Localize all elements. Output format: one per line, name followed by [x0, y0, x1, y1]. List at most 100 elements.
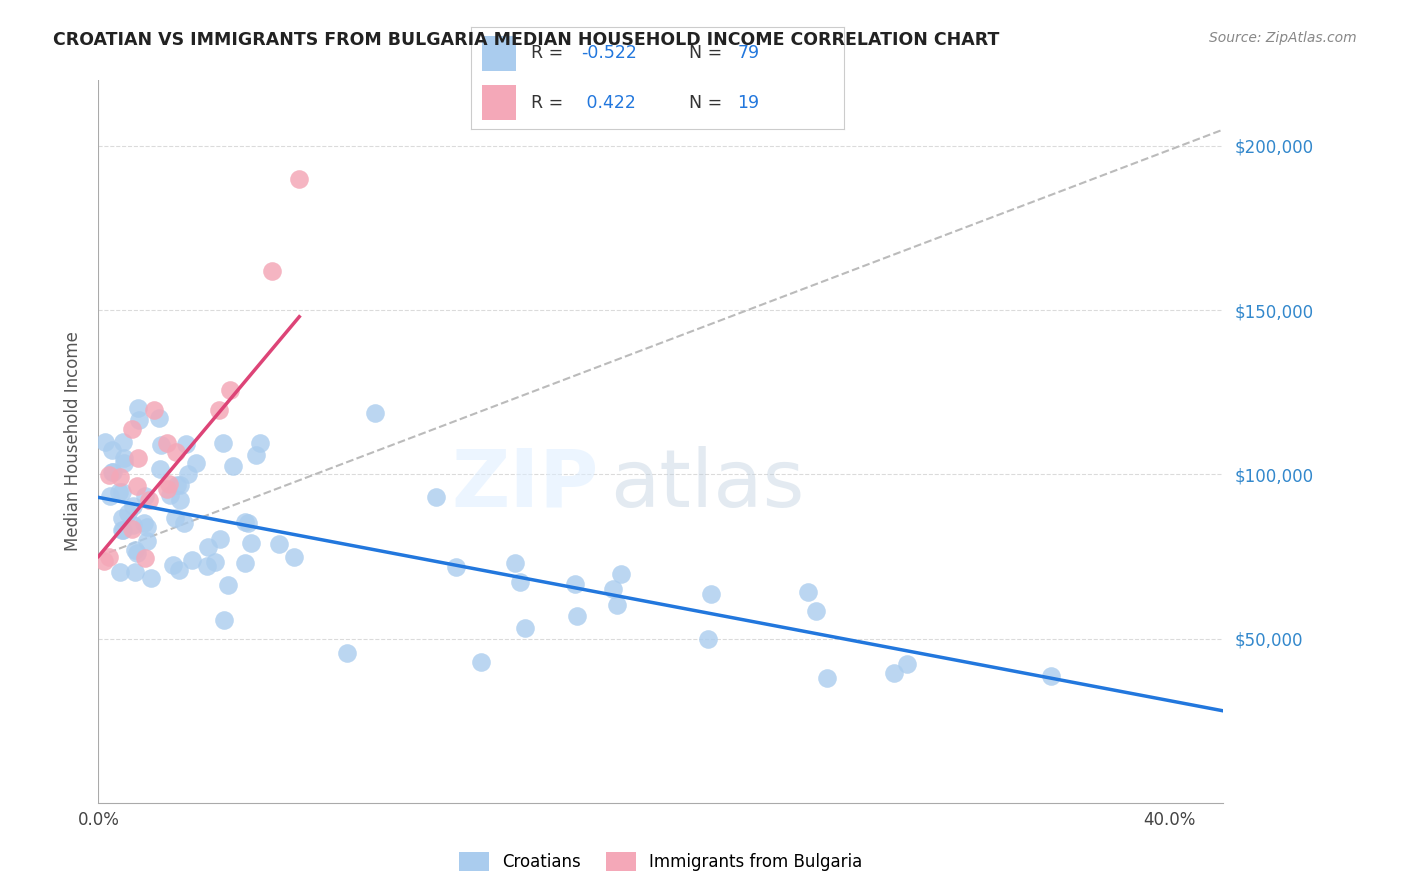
Point	[509, 574, 531, 589]
Point	[883, 666, 905, 681]
Point	[1040, 669, 1063, 683]
Point	[165, 445, 187, 459]
Point	[157, 477, 180, 491]
Point	[138, 492, 160, 507]
Point	[806, 603, 828, 617]
Point	[121, 522, 143, 536]
Point	[93, 554, 115, 568]
Point	[132, 516, 155, 530]
Point	[166, 478, 188, 492]
Point	[111, 523, 134, 537]
Point	[128, 413, 150, 427]
Point	[127, 451, 149, 466]
Point	[195, 558, 218, 573]
Point	[174, 437, 197, 451]
Point	[240, 536, 263, 550]
Point	[142, 403, 165, 417]
Point	[288, 171, 311, 186]
Point	[155, 482, 177, 496]
Point	[503, 557, 526, 571]
Point	[112, 456, 135, 470]
Point	[101, 465, 124, 479]
Point	[444, 559, 467, 574]
Point	[150, 438, 173, 452]
Point	[156, 436, 179, 450]
Point	[208, 533, 231, 547]
Text: 19: 19	[737, 95, 759, 112]
Point	[101, 465, 124, 479]
Point	[114, 451, 136, 466]
Point	[98, 467, 121, 482]
Point	[567, 608, 589, 623]
Point	[222, 458, 245, 473]
Point	[108, 565, 131, 579]
Point	[177, 467, 200, 481]
Text: -0.522: -0.522	[581, 44, 637, 62]
Point	[214, 613, 236, 627]
Point	[127, 479, 149, 493]
Text: 79: 79	[737, 44, 759, 62]
Point	[896, 657, 918, 671]
Point	[796, 585, 818, 599]
Point	[217, 578, 239, 592]
Point	[815, 671, 838, 685]
Point	[204, 555, 226, 569]
Point	[134, 489, 156, 503]
Point	[513, 621, 536, 635]
Point	[233, 556, 256, 570]
Point	[180, 552, 202, 566]
Text: atlas: atlas	[610, 446, 804, 524]
Point	[219, 383, 242, 397]
Point	[283, 550, 305, 565]
Point	[233, 515, 256, 529]
Text: 0.422: 0.422	[581, 95, 636, 112]
Point	[94, 435, 117, 450]
Point	[211, 435, 233, 450]
Point	[606, 598, 628, 612]
FancyBboxPatch shape	[482, 36, 516, 70]
Y-axis label: Median Household Income: Median Household Income	[63, 332, 82, 551]
Point	[602, 582, 624, 596]
Point	[159, 488, 181, 502]
Point	[169, 493, 191, 508]
Point	[262, 264, 284, 278]
Point	[111, 523, 134, 537]
Point	[136, 520, 159, 534]
FancyBboxPatch shape	[482, 86, 516, 120]
Point	[149, 462, 172, 476]
Point	[700, 587, 723, 601]
Point	[124, 542, 146, 557]
Point	[208, 403, 231, 417]
Point	[108, 470, 131, 484]
Text: CROATIAN VS IMMIGRANTS FROM BULGARIA MEDIAN HOUSEHOLD INCOME CORRELATION CHART: CROATIAN VS IMMIGRANTS FROM BULGARIA MED…	[53, 31, 1000, 49]
Point	[163, 510, 186, 524]
Point	[267, 536, 290, 550]
Text: N =: N =	[689, 95, 728, 112]
Point	[122, 499, 145, 513]
Point	[249, 435, 271, 450]
Point	[111, 484, 134, 499]
Point	[134, 551, 156, 566]
Point	[124, 566, 146, 580]
Point	[108, 485, 131, 500]
Point	[425, 490, 447, 504]
Text: Source: ZipAtlas.com: Source: ZipAtlas.com	[1209, 31, 1357, 45]
Point	[184, 456, 207, 470]
Point	[238, 516, 260, 531]
Legend: Croatians, Immigrants from Bulgaria: Croatians, Immigrants from Bulgaria	[453, 845, 869, 878]
Point	[364, 407, 387, 421]
Point	[610, 566, 633, 581]
Point	[148, 411, 170, 425]
Point	[169, 478, 191, 492]
Point	[197, 541, 219, 555]
Point	[173, 516, 195, 530]
Point	[100, 442, 122, 457]
Point	[696, 632, 718, 647]
Point	[111, 435, 134, 450]
Point	[121, 422, 143, 436]
Point	[162, 558, 184, 572]
Point	[245, 448, 267, 462]
Point	[127, 401, 149, 415]
Point	[470, 655, 492, 669]
Point	[167, 563, 190, 577]
